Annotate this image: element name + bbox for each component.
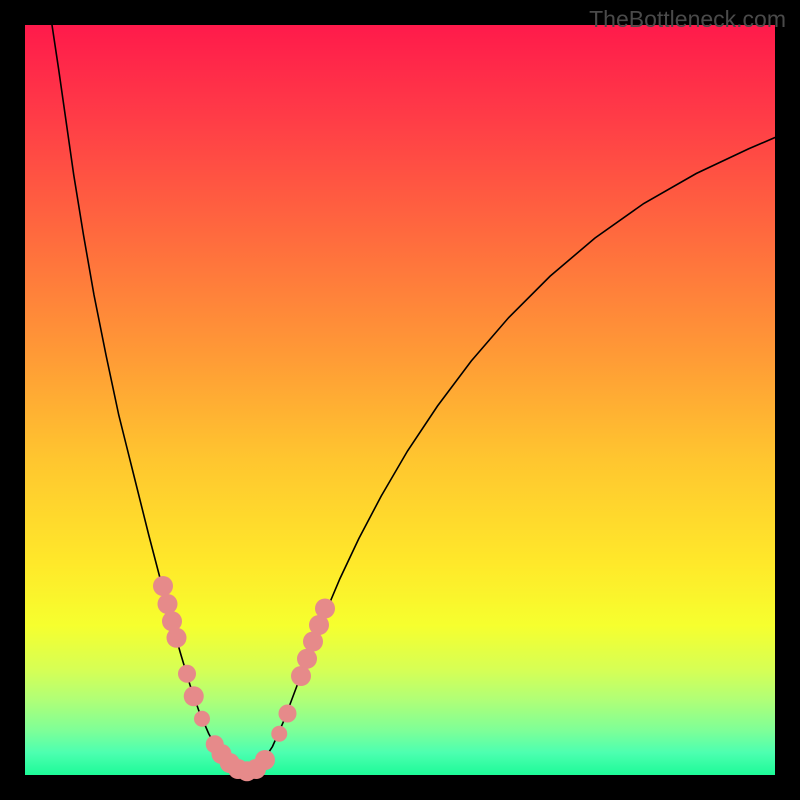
marker-point bbox=[184, 686, 204, 706]
chart-frame: TheBottleneck.com bbox=[0, 0, 800, 800]
marker-point bbox=[178, 665, 196, 683]
marker-point bbox=[153, 576, 173, 596]
bottleneck-chart bbox=[0, 0, 800, 800]
marker-point bbox=[297, 649, 317, 669]
marker-point bbox=[315, 599, 335, 619]
watermark-text: TheBottleneck.com bbox=[589, 6, 786, 33]
marker-point bbox=[271, 726, 287, 742]
marker-point bbox=[158, 594, 178, 614]
marker-point bbox=[255, 750, 275, 770]
marker-point bbox=[194, 711, 210, 727]
marker-point bbox=[291, 666, 311, 686]
marker-point bbox=[279, 705, 297, 723]
marker-point bbox=[167, 628, 187, 648]
chart-background bbox=[25, 25, 775, 775]
